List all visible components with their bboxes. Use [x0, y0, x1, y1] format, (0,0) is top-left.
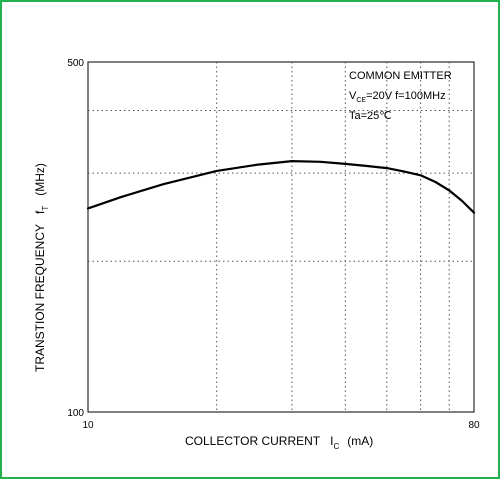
y-axis-label: TRANSTION FREQUENCYfT(MHz) [33, 163, 50, 372]
x-gridlines [216, 62, 450, 412]
annotation-line-3: Ta=25℃ [349, 110, 392, 122]
x-axis-label: COLLECTOR CURRENT IC (mA) [185, 434, 373, 451]
y-gridlines [88, 110, 474, 262]
x-tick-label-min: 10 [82, 420, 94, 431]
y-tick-label-min: 100 [67, 408, 84, 419]
y-tick-label-max: 500 [67, 58, 84, 69]
plot-area-border [87, 61, 475, 413]
annotation-line-2: VCE=20V f=100MHz [349, 90, 446, 104]
x-tick-label-max: 80 [468, 420, 480, 431]
annotation-line-1: COMMON EMITTER [349, 70, 452, 82]
series-line [86, 160, 476, 214]
